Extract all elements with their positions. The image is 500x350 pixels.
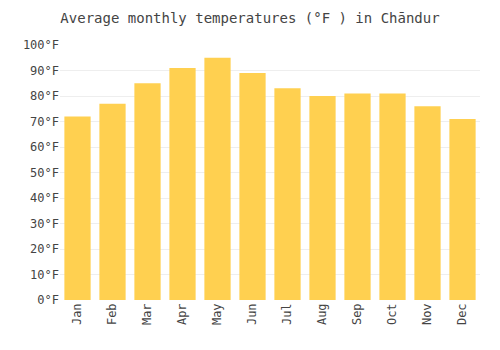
svg-text:100°F: 100°F — [23, 38, 59, 52]
svg-text:20°F: 20°F — [30, 242, 59, 256]
svg-text:Aug: Aug — [315, 303, 329, 325]
svg-text:Average monthly temperatures (: Average monthly temperatures (°F ) in Ch… — [60, 10, 439, 26]
svg-text:10°F: 10°F — [30, 268, 59, 282]
svg-text:Oct: Oct — [385, 303, 399, 325]
svg-text:50°F: 50°F — [30, 166, 59, 180]
svg-text:May: May — [210, 303, 224, 325]
svg-text:Sep: Sep — [350, 303, 364, 325]
svg-text:30°F: 30°F — [30, 217, 59, 231]
svg-text:60°F: 60°F — [30, 140, 59, 154]
svg-text:Nov: Nov — [420, 303, 434, 325]
svg-text:Jul: Jul — [280, 303, 294, 325]
svg-text:Jan: Jan — [70, 303, 84, 325]
svg-text:80°F: 80°F — [30, 89, 59, 103]
svg-text:Jun: Jun — [245, 303, 259, 325]
svg-text:0°F: 0°F — [37, 293, 59, 307]
svg-text:Mar: Mar — [140, 303, 154, 325]
svg-text:Dec: Dec — [455, 303, 469, 325]
svg-text:40°F: 40°F — [30, 191, 59, 205]
svg-text:90°F: 90°F — [30, 64, 59, 78]
svg-text:Apr: Apr — [175, 303, 189, 325]
svg-text:Feb: Feb — [105, 303, 119, 325]
svg-text:70°F: 70°F — [30, 115, 59, 129]
